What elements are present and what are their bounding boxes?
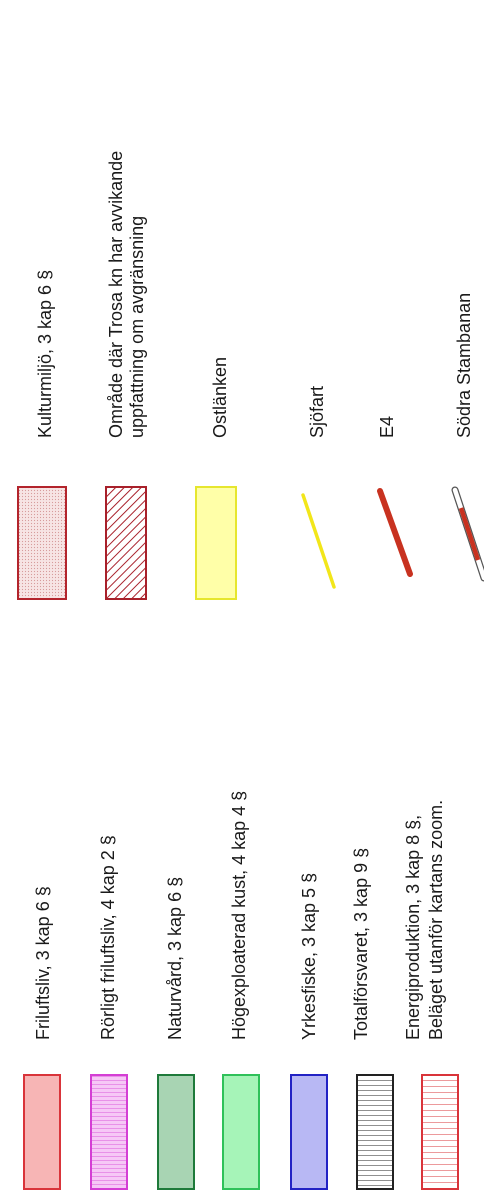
rorligt-friluftsliv-swatch [90, 1074, 128, 1190]
trosa-label-line2: uppfattning om avgränsning [127, 216, 147, 438]
hogexploaterad-kust-swatch [222, 1074, 260, 1190]
totalforsvaret-swatch [356, 1074, 394, 1190]
energiproduktion-label-line2: Beläget utanför kartans zoom. [426, 800, 446, 1040]
yrkesfiske-swatch [290, 1074, 328, 1190]
e4-label: E4 [377, 416, 397, 438]
totalforsvaret-label: Totalförsvaret, 3 kap 9 § [351, 848, 371, 1040]
sodra-stambanan-line [451, 486, 484, 582]
hogexploaterad-kust-label: Högexploaterad kust, 4 kap 4 § [229, 791, 249, 1040]
energiproduktion-label-line1: Energiproduktion, 3 kap 8 §, [403, 815, 423, 1040]
yrkesfiske-label: Yrkesfiske, 3 kap 5 § [299, 873, 319, 1040]
sjofart-line [301, 493, 336, 589]
rorligt-friluftsliv-label: Rörligt friluftsliv, 4 kap 2 § [98, 835, 118, 1040]
sodra-stambanan-label: Södra Stambanan [454, 293, 474, 438]
sjofart-label: Sjöfart [307, 386, 327, 438]
naturvard-label: Naturvård, 3 kap 6 § [165, 877, 185, 1040]
trosa-hatched-swatch [105, 486, 147, 600]
trosa-label-line1: Område där Trosa kn har avvikande [106, 151, 126, 438]
kulturmiljo-swatch [17, 486, 67, 600]
energiproduktion-swatch [421, 1074, 459, 1190]
kulturmiljo-label: Kulturmiljö, 3 kap 6 § [35, 270, 55, 438]
ostlanken-swatch [195, 486, 237, 600]
friluftsliv-label: Friluftsliv, 3 kap 6 § [33, 886, 53, 1040]
e4-line [377, 488, 413, 577]
ostlanken-label: Ostlänken [210, 357, 230, 438]
friluftsliv-swatch [23, 1074, 61, 1190]
naturvard-swatch [157, 1074, 195, 1190]
